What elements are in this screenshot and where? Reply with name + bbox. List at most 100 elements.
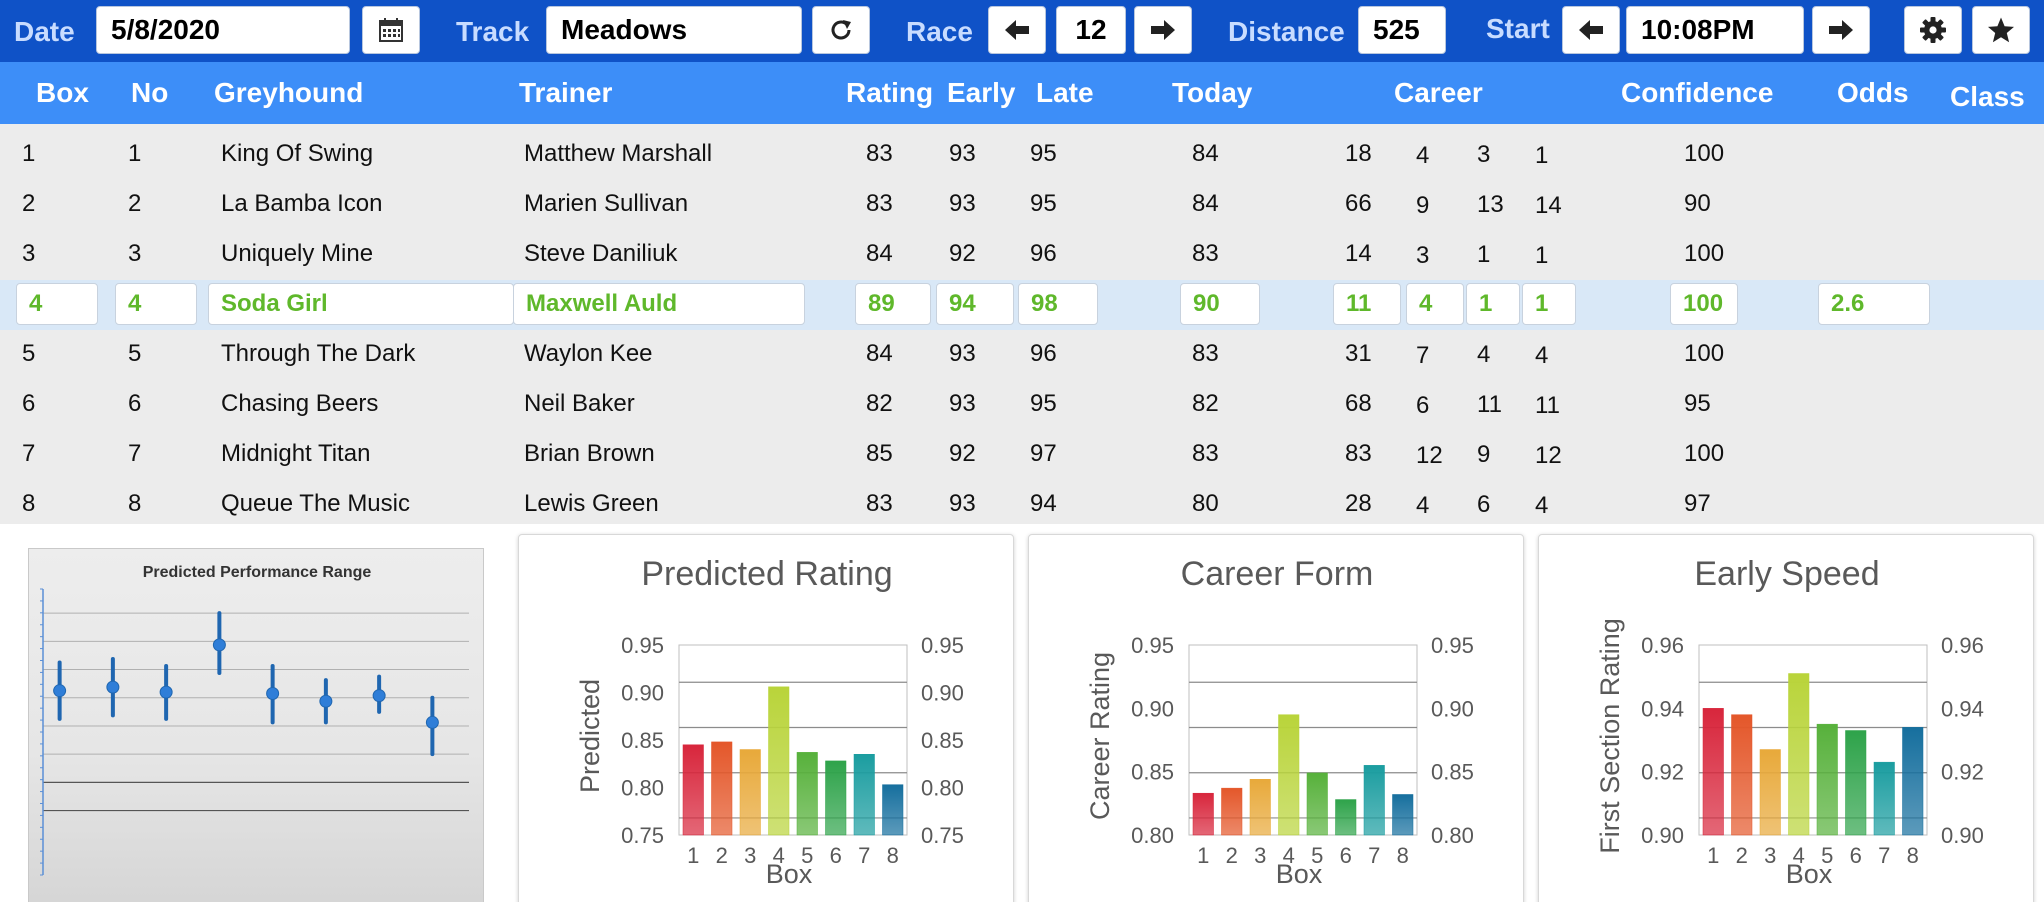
bar (853, 754, 875, 836)
bar (1873, 761, 1895, 836)
race-prev-button[interactable] (988, 6, 1046, 54)
table-body: 1 1 King Of Swing Matthew Marshall 83 93 95 84 1… (0, 124, 2044, 524)
table-row[interactable]: 2 2 La Bamba Icon Marien Sullivan 83 93 95 84 66… (0, 180, 2044, 230)
track-field[interactable]: Meadows (546, 6, 802, 54)
cell-early: 93 (949, 490, 976, 517)
date-field[interactable]: 5/8/2020 (96, 6, 350, 54)
cell-career-1: 4 (1416, 492, 1430, 519)
bar (1335, 799, 1357, 836)
bar (1306, 772, 1328, 836)
x-tick: 7 (1368, 843, 1380, 868)
x-tick: 8 (1397, 843, 1409, 868)
career-form-chart: Career Form 0.80 0.80 0.85 0.85 0.90 0.90 0.95 0… (1028, 534, 1524, 902)
table-row[interactable]: 5 5 Through The Dark Waylon Kee 84 93 96 83 31 7 4… (0, 330, 2044, 380)
cell-career-0[interactable]: 11 (1333, 283, 1401, 325)
cell-career-0: 31 (1345, 340, 1372, 367)
cell-career-2[interactable]: 1 (1466, 283, 1520, 325)
cell-career-0: 18 (1345, 140, 1372, 167)
point-marker (372, 689, 386, 703)
cell-career-0: 66 (1345, 190, 1372, 217)
header-odds[interactable]: Odds (1837, 77, 1909, 108)
cell-career-3: 11 (1535, 392, 1560, 419)
arrow-left-icon (1579, 20, 1603, 40)
cell-greyhound: Midnight Titan (221, 440, 371, 467)
y-axis-label: First Section Rating (1595, 618, 1625, 854)
start-next-button[interactable] (1812, 6, 1870, 54)
header-career[interactable]: Career (1394, 77, 1483, 108)
table-row[interactable]: 6 6 Chasing Beers Neil Baker 82 93 95 82 68 6 11 11… (0, 380, 2044, 430)
settings-button[interactable] (1904, 6, 1962, 54)
header-box[interactable]: Box (36, 77, 89, 108)
cell-late: 95 (1030, 390, 1057, 417)
x-tick: 5 (1821, 843, 1833, 868)
chart-title: Predicted Performance Range (143, 564, 372, 581)
date-label: Date (14, 16, 75, 47)
cell-early[interactable]: 94 (936, 283, 1014, 325)
header-no[interactable]: No (131, 77, 169, 108)
cell-greyhound[interactable]: Soda Girl (208, 283, 514, 325)
refresh-button[interactable] (812, 6, 870, 54)
bar (768, 686, 790, 836)
start-prev-button[interactable] (1562, 6, 1620, 54)
cell-career-2: 13 (1477, 191, 1504, 218)
cell-early: 93 (949, 140, 976, 167)
cell-trainer: Matthew Marshall (524, 140, 713, 167)
header-class[interactable]: Class (1950, 81, 2025, 112)
cell-career-1: 3 (1416, 242, 1430, 269)
cell-no: 7 (128, 440, 142, 467)
cell-box: 2 (22, 190, 36, 217)
y-tick-right: 0.80 (921, 776, 964, 801)
table-row[interactable]: 3 3 Uniquely Mine Steve Daniliuk 84 92 96 83 14 3… (0, 230, 2044, 280)
cell-trainer[interactable]: Maxwell Auld (513, 283, 805, 325)
table-row-selected[interactable]: 4 4 Soda Girl Maxwell Auld 89 94 98 90 11 4 1 1 100 2… (0, 280, 2044, 330)
cell-rating: 85 (866, 440, 893, 467)
cell-confidence[interactable]: 100 (1670, 283, 1738, 325)
cell-career-1[interactable]: 4 (1406, 283, 1464, 325)
start-time-field[interactable]: 10:08PM (1626, 6, 1804, 54)
cell-greyhound: Chasing Beers (221, 390, 379, 417)
x-tick: 3 (1764, 843, 1776, 868)
track-label: Track (456, 16, 530, 47)
cell-no[interactable]: 4 (115, 283, 197, 325)
calendar-icon (379, 18, 403, 42)
header-late[interactable]: Late (1036, 77, 1094, 108)
x-tick: 2 (1736, 843, 1748, 868)
cell-late[interactable]: 98 (1018, 283, 1098, 325)
x-tick: 7 (1878, 843, 1890, 868)
x-tick: 3 (744, 843, 756, 868)
cell-career-3: 12 (1535, 442, 1562, 469)
y-tick-left: 0.96 (1641, 633, 1684, 658)
early-speed-svg: Early Speed 0.90 0.90 0.92 0.92 0.94 0.94 0.96 0… (1595, 555, 1984, 889)
table-row[interactable]: 8 8 Queue The Music Lewis Green 83 93 94 80 28 4 6… (0, 480, 2044, 530)
distance-field[interactable]: 525 (1358, 6, 1446, 54)
cell-rating: 84 (866, 240, 893, 267)
header-trainer[interactable]: Trainer (519, 77, 613, 108)
race-number-field[interactable]: 12 (1056, 6, 1126, 54)
header-rating[interactable]: Rating (846, 77, 934, 108)
cell-odds[interactable]: 2.6 (1818, 283, 1930, 325)
header-confidence[interactable]: Confidence (1621, 77, 1774, 108)
x-tick: 7 (858, 843, 870, 868)
x-tick: 8 (1907, 843, 1919, 868)
cell-career-3[interactable]: 1 (1522, 283, 1576, 325)
header-today[interactable]: Today (1172, 77, 1253, 108)
cell-career-1: 6 (1416, 392, 1430, 419)
cell-trainer: Neil Baker (524, 390, 635, 417)
cell-trainer: Steve Daniliuk (524, 240, 678, 267)
favorite-button[interactable] (1972, 6, 2030, 54)
table-row[interactable]: 7 7 Midnight Titan Brian Brown 85 92 97 83 83 12 9… (0, 430, 2044, 480)
cell-box: 5 (22, 340, 36, 367)
cell-box[interactable]: 4 (16, 283, 98, 325)
cell-late: 95 (1030, 190, 1057, 217)
header-greyhound[interactable]: Greyhound (214, 77, 364, 108)
header-early[interactable]: Early (947, 77, 1016, 108)
cell-rating[interactable]: 89 (855, 283, 931, 325)
calendar-button[interactable] (362, 6, 420, 54)
table-row[interactable]: 1 1 King Of Swing Matthew Marshall 83 93 95 84 1… (0, 130, 2044, 180)
race-next-button[interactable] (1134, 6, 1192, 54)
cell-career-1: 7 (1416, 342, 1430, 369)
x-tick: 1 (1707, 843, 1719, 868)
cell-today[interactable]: 90 (1180, 283, 1260, 325)
x-tick: 5 (1311, 843, 1323, 868)
cell-career-1: 9 (1416, 192, 1430, 219)
